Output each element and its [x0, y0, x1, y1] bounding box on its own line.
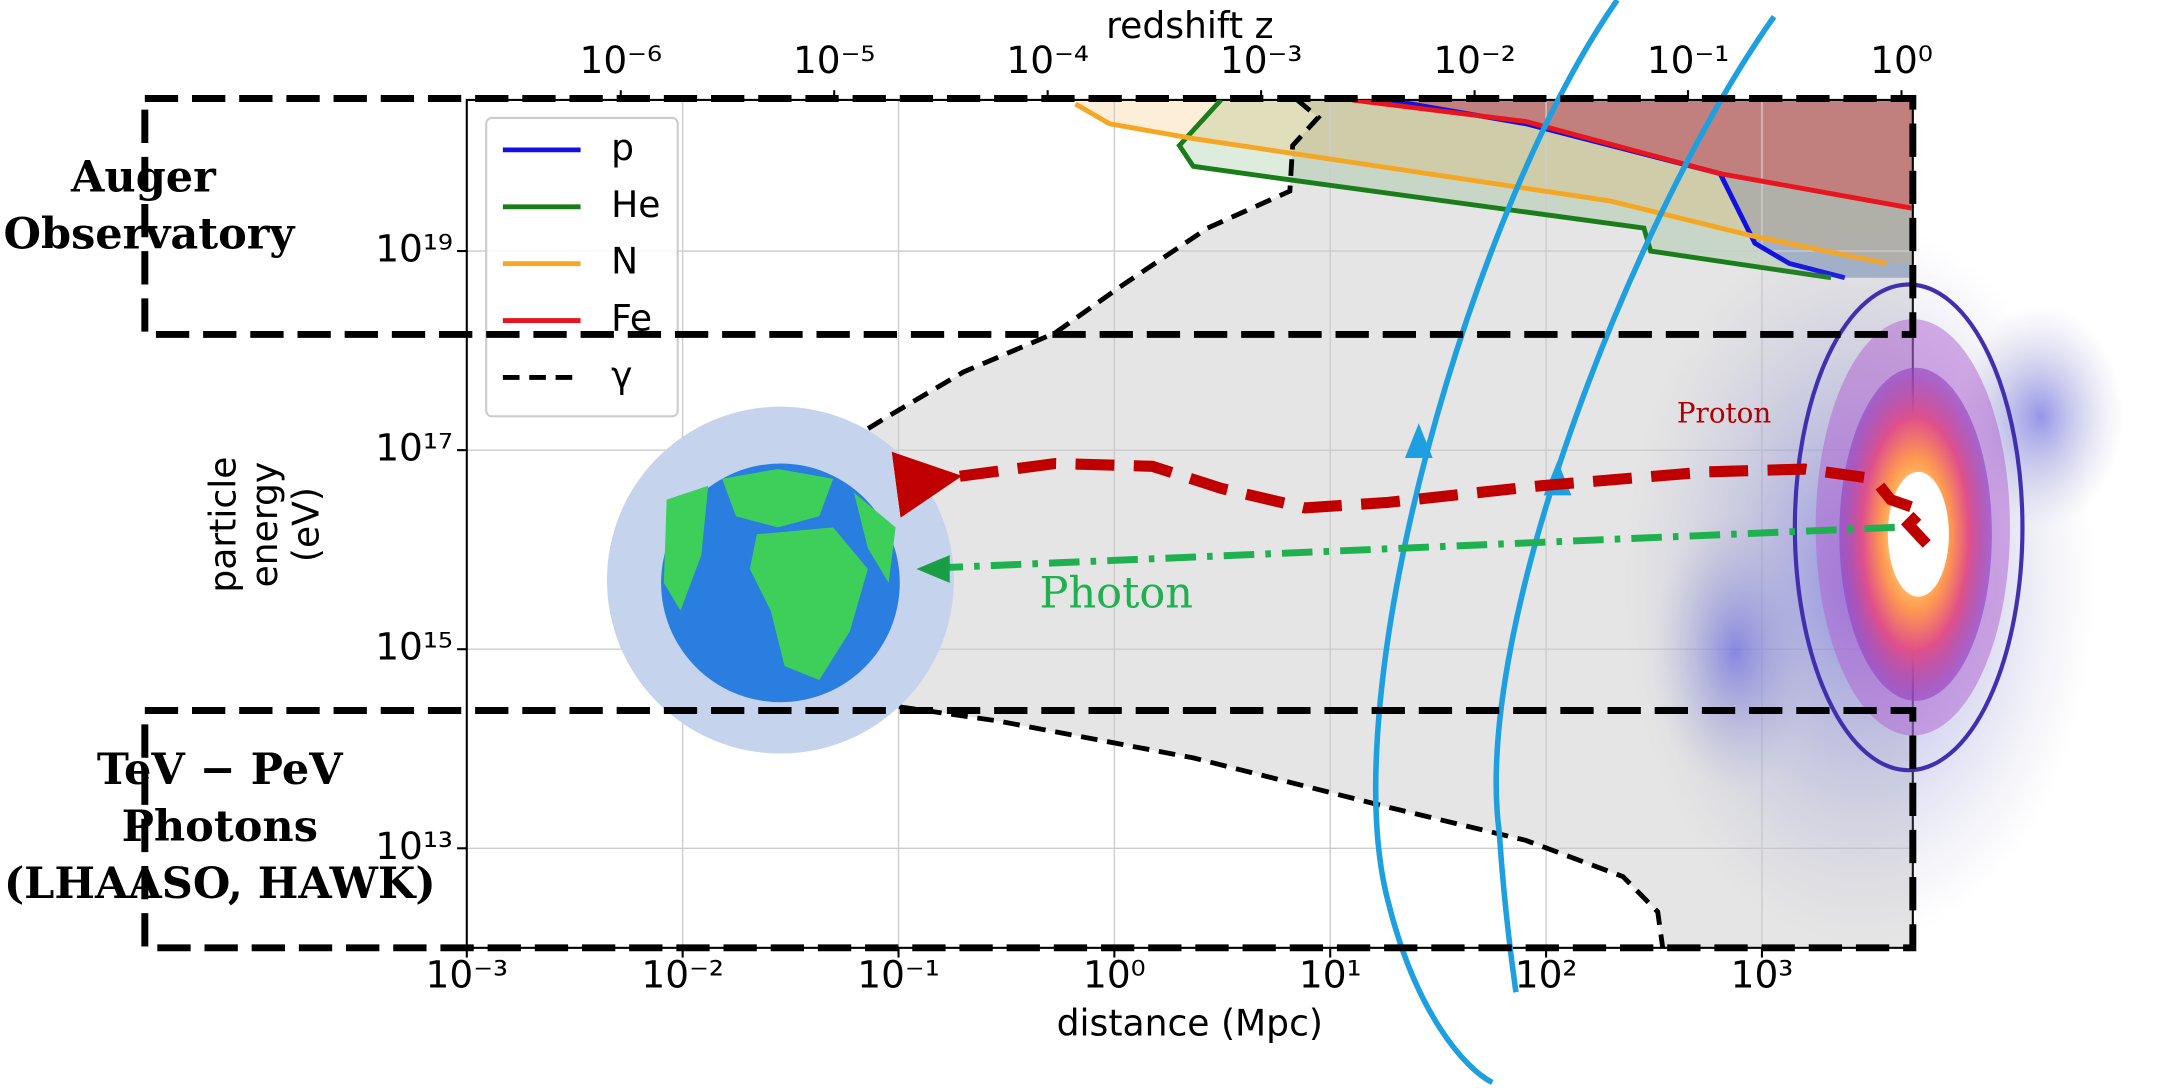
tev-label: Photons [122, 802, 318, 852]
legend-label: p [611, 127, 634, 169]
y-tick-label: 10¹³ [375, 824, 453, 868]
photon-label: Photon [1040, 569, 1193, 619]
y-axis-label: (eV) [286, 487, 328, 562]
x2-tick-label: 10⁻³ [1220, 38, 1302, 82]
y-tick-label: 10¹⁷ [375, 426, 453, 470]
legend-box [486, 118, 678, 416]
x-tick-label: 10⁻³ [426, 952, 508, 996]
x2-tick-label: 10⁻⁵ [793, 38, 875, 82]
y-axis-label: energy [244, 462, 286, 588]
x2-tick-label: 10⁻⁴ [1006, 38, 1088, 82]
x2-tick-label: 10⁰ [1870, 38, 1933, 82]
figure: pHeNFeγ Auger Observatory TeV − PeV Phot [0, 0, 2177, 1088]
auger-label: Observatory [4, 209, 297, 259]
galaxy-cloud [1652, 513, 1819, 791]
x-tick-label: 10³ [1731, 952, 1794, 996]
tev-label: (LHAASO, HAWK) [4, 859, 436, 909]
x-tick-label: 10⁰ [1083, 952, 1146, 996]
x-tick-label: 10⁻¹ [857, 952, 939, 996]
legend-label: γ [611, 354, 632, 396]
x-tick-label: 10² [1515, 952, 1578, 996]
tev-label: TeV − PeV [97, 745, 343, 795]
y-tick-label: 10¹⁵ [375, 625, 453, 669]
x2-tick-label: 10⁻¹ [1647, 38, 1729, 82]
auger-label: Auger [70, 152, 217, 202]
x2-tick-label: 10⁻⁶ [580, 38, 662, 82]
x-tick-label: 10⁻² [641, 952, 723, 996]
x-tick-label: 10¹ [1299, 952, 1362, 996]
proton-label: Proton [1677, 396, 1772, 429]
y-axis-label: particle [202, 457, 244, 593]
x2-tick-label: 10⁻² [1433, 38, 1515, 82]
y-tick-label: 10¹⁹ [375, 227, 453, 271]
legend-label: N [611, 241, 638, 283]
legend-label: He [611, 184, 660, 226]
x-axis-label: distance (Mpc) [1057, 1003, 1323, 1045]
